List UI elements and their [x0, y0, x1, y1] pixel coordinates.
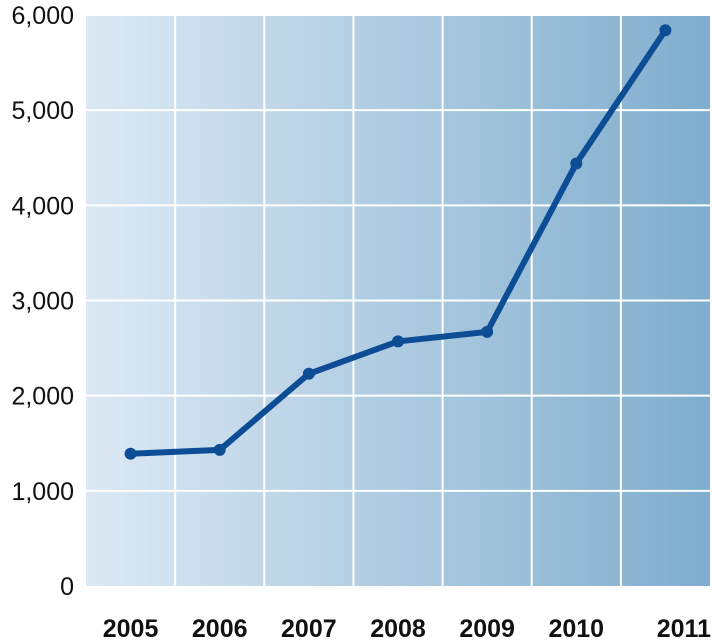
x-tick-label: 2011 — [657, 615, 711, 643]
y-tick-label: 5,000 — [11, 97, 74, 125]
x-tick-label: 2005 — [103, 615, 159, 643]
data-point — [570, 157, 583, 170]
data-point — [481, 325, 494, 338]
data-point — [213, 443, 226, 456]
grid — [86, 14, 710, 586]
y-tick-label: 4,000 — [11, 192, 74, 220]
data-point — [302, 367, 315, 380]
data-point — [392, 335, 404, 348]
data-point — [659, 24, 672, 37]
series-layer — [124, 24, 672, 460]
y-tick-label: 3,000 — [11, 288, 74, 316]
data-point — [124, 447, 137, 460]
y-tick-label: 6,000 — [11, 2, 74, 30]
x-axis-ticks: 2005 2006 2007 2008 2009 2010 2011 — [103, 615, 711, 643]
y-tick-label: 0 — [60, 573, 74, 601]
x-tick-label: 2008 — [370, 615, 426, 643]
y-tick-label: 2,000 — [11, 383, 74, 411]
y-axis-ticks: 0 1,000 2,000 3,000 4,000 5,000 6,000 — [11, 2, 74, 601]
y-tick-label: 1,000 — [11, 478, 74, 506]
x-tick-label: 2009 — [459, 615, 515, 643]
x-tick-label: 2006 — [192, 615, 248, 643]
x-tick-label: 2010 — [548, 615, 604, 643]
x-tick-label: 2007 — [281, 615, 337, 643]
